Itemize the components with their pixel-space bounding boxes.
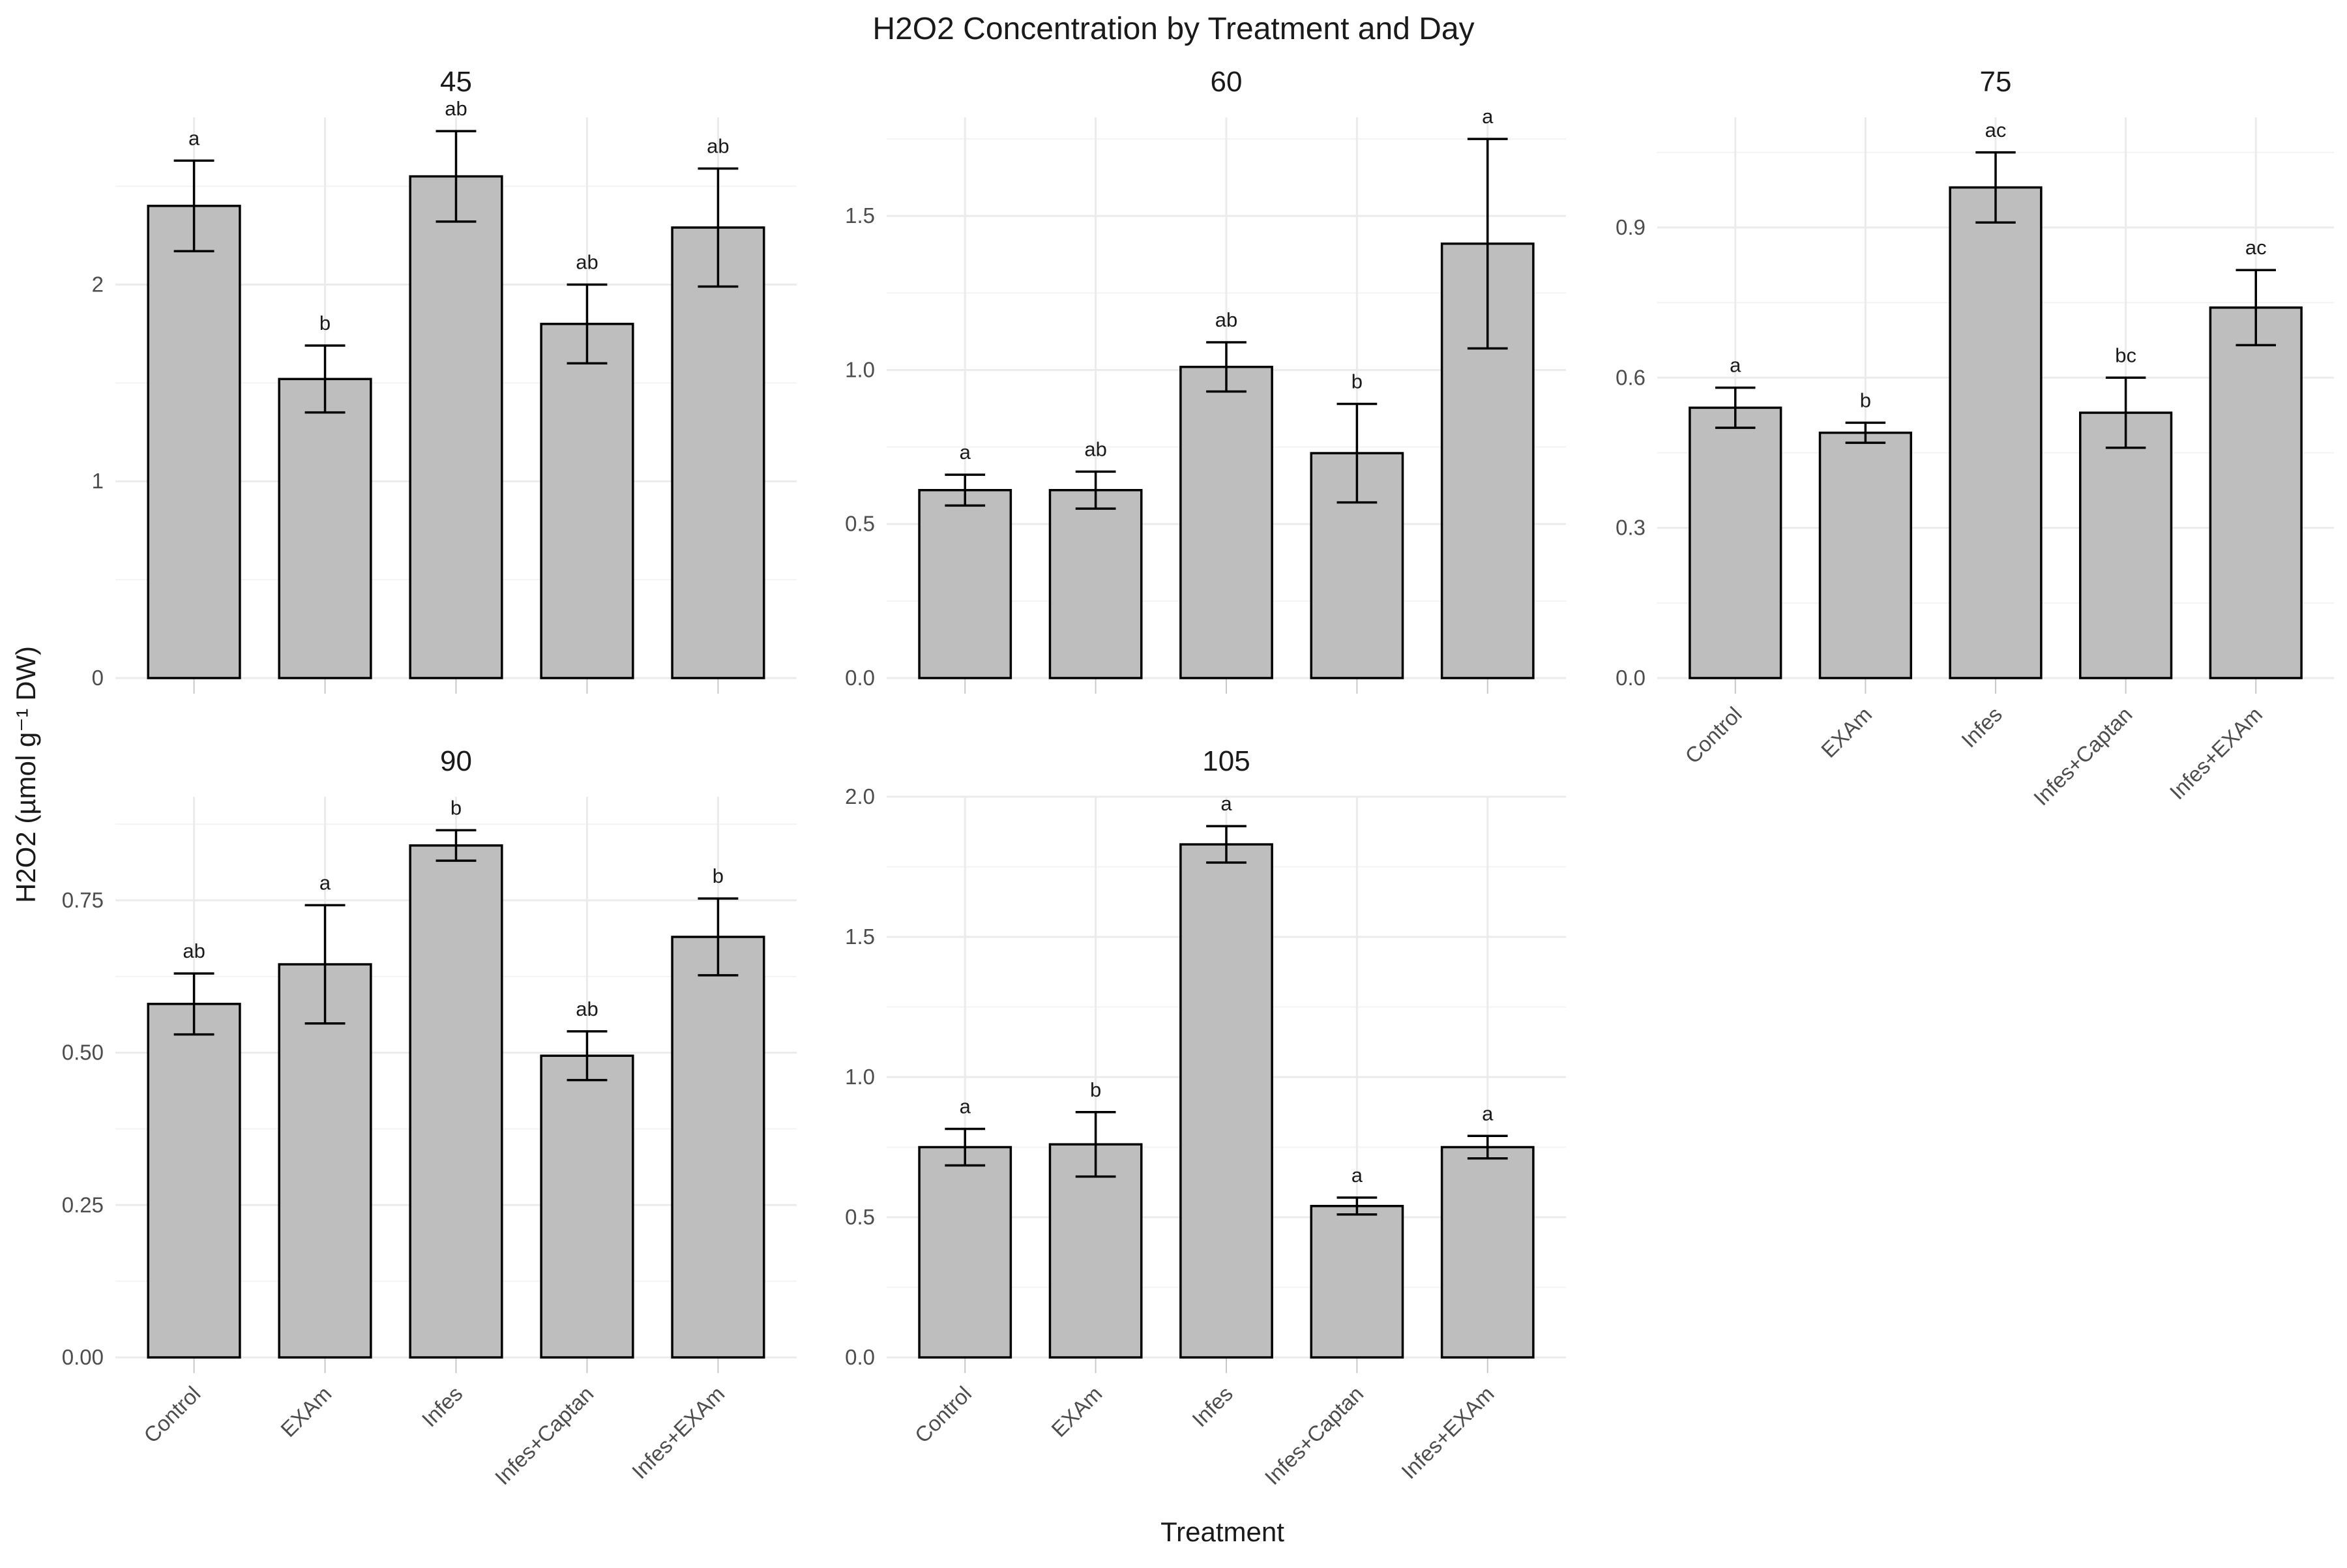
bar-Infes+EXAm [671, 936, 765, 1359]
significance-letter: ab [1215, 308, 1237, 331]
y-tick-label: 0.0 [845, 1345, 875, 1369]
bar-EXAm [1818, 432, 1913, 679]
y-tick-label: 0.25 [62, 1192, 104, 1217]
x-tick-label: Control [139, 1382, 205, 1447]
significance-letter: ab [576, 998, 598, 1020]
facet-label: 60 [1211, 66, 1243, 98]
significance-letter: a [960, 441, 971, 464]
significance-letter: bc [2115, 344, 2136, 366]
bar-EXAm [1048, 489, 1143, 679]
x-tick-label: Control [910, 1382, 976, 1447]
significance-letter: a [1351, 1164, 1363, 1187]
bar-EXAm [1048, 1143, 1143, 1359]
significance-letter: ab [576, 250, 598, 273]
y-tick-label: 1.5 [845, 925, 875, 949]
x-tick-label: Infes+Captan [2029, 702, 2137, 810]
significance-letter: ac [2245, 236, 2267, 259]
significance-letter: ab [183, 939, 205, 962]
significance-letter: ab [1084, 437, 1106, 460]
x-tick-label: EXAm [1046, 1382, 1106, 1442]
significance-letter: ab [707, 134, 729, 157]
y-tick-label: 0.5 [845, 512, 875, 536]
x-tick-label: Infes+Captan [490, 1382, 598, 1490]
y-tick-label: 0.0 [1616, 666, 1646, 690]
bar-Infes [409, 175, 503, 679]
significance-letter: b [319, 312, 331, 334]
significance-letter: a [319, 871, 331, 894]
y-tick-label: 0.9 [1616, 215, 1646, 239]
x-tick-label: Control [1680, 702, 1746, 768]
bar-Infes [1179, 365, 1273, 679]
bar-Control [147, 1003, 241, 1359]
y-tick-label: 1.0 [845, 1065, 875, 1089]
bar-Control [918, 1146, 1012, 1359]
facet-panel-75: 75 0.0 0.3 0.6 0.9 a b ac bc ac Control EXAm Infes In… [1616, 66, 2334, 810]
significance-letter: ac [1985, 119, 2007, 141]
bar-EXAm [278, 377, 372, 679]
bar-Infes [409, 844, 503, 1359]
significance-letter: b [450, 796, 462, 819]
y-tick-label: 1.0 [845, 357, 875, 381]
y-tick-label: 0.3 [1616, 516, 1646, 540]
facet-panel-105: 105 0.0 0.5 1.0 1.5 2.0 a b a a a Control EXAm Infes I… [845, 745, 1566, 1489]
y-tick-label: 2.0 [845, 784, 875, 808]
x-tick-label: EXAm [276, 1382, 336, 1442]
significance-letter: a [188, 126, 200, 149]
y-tick-label: 2 [92, 272, 104, 296]
y-tick-label: 1 [92, 469, 104, 493]
significance-letter: a [1482, 105, 1494, 128]
x-tick-label: Infes+EXAm [1396, 1382, 1499, 1484]
facet-label: 75 [1980, 66, 2012, 98]
facet-label: 90 [440, 745, 472, 777]
facet-label: 45 [440, 66, 472, 98]
bar-Infes+EXAm [1440, 1146, 1535, 1359]
y-tick-label: 0.0 [845, 666, 875, 690]
significance-letter: a [960, 1095, 971, 1118]
x-axis-title: Treatment [1160, 1516, 1284, 1547]
bar-Infes+EXAm [671, 226, 765, 679]
y-tick-label: 0.5 [845, 1205, 875, 1229]
chart-title: H2O2 Concentration by Treatment and Day [872, 12, 1474, 46]
x-tick-label: EXAm [1816, 702, 1876, 762]
significance-letter: a [1220, 792, 1232, 815]
significance-letter: b [1090, 1078, 1101, 1101]
significance-letter: b [713, 865, 724, 887]
bar-Control [918, 489, 1012, 679]
bar-Infes+EXAm [2209, 306, 2303, 679]
x-tick-label: Infes+EXAm [627, 1382, 730, 1484]
x-tick-label: Infes+Captan [1260, 1382, 1368, 1490]
bar-Infes+Captan [540, 1054, 634, 1359]
bar-Control [1689, 406, 1782, 679]
y-tick-label: 1.5 [845, 203, 875, 228]
y-tick-label: 0.6 [1616, 365, 1646, 389]
bar-Infes [1949, 186, 2043, 679]
y-tick-label: 0 [92, 666, 104, 690]
bar-Infes+Captan [540, 323, 634, 679]
x-tick-label: Infes [417, 1382, 467, 1432]
significance-letter: b [1860, 389, 1871, 411]
y-tick-label: 0.00 [62, 1345, 104, 1369]
y-tick-label: 0.75 [62, 888, 104, 912]
y-axis-title: H2O2 (µmol g⁻¹ DW) [10, 646, 41, 903]
facet-label: 105 [1202, 745, 1250, 777]
y-tick-label: 0.50 [62, 1041, 104, 1065]
significance-letter: b [1351, 370, 1363, 392]
x-tick-label: Infes+EXAm [2165, 702, 2267, 805]
bar-Infes [1179, 843, 1273, 1359]
significance-letter: a [1730, 354, 1741, 377]
bar-Infes+Captan [1310, 1205, 1404, 1359]
bar-Control [147, 205, 241, 679]
significance-letter: ab [445, 97, 467, 120]
bar-EXAm [278, 963, 372, 1359]
x-tick-label: Infes [1187, 1382, 1237, 1432]
x-tick-label: Infes [1956, 702, 2007, 752]
significance-letter: a [1482, 1102, 1494, 1125]
facet-panel-60: 60 0.0 0.5 1.0 1.5 a ab ab b a [845, 66, 1566, 694]
bar-Infes+Captan [2079, 411, 2173, 679]
